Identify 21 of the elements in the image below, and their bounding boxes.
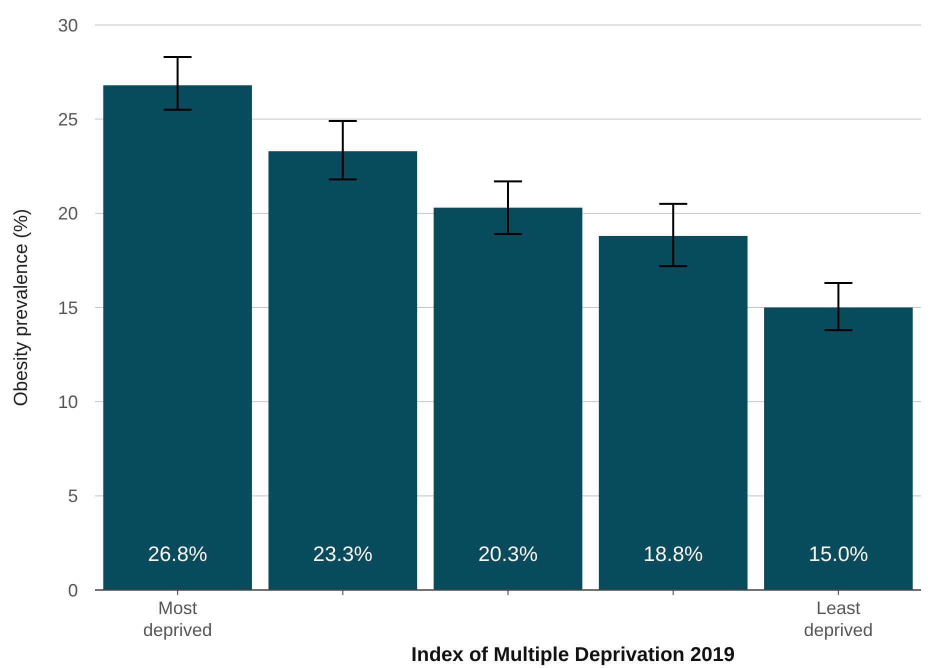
bar	[268, 151, 418, 590]
y-tick-label: 5	[68, 486, 78, 506]
y-axis-title: Obesity prevalence (%)	[11, 208, 32, 406]
bar	[434, 208, 582, 590]
bar	[598, 236, 748, 590]
y-tick-label: 30	[58, 15, 78, 36]
data-label: 15.0%	[808, 543, 868, 566]
bar	[103, 85, 252, 590]
y-tick-label: 20	[58, 204, 78, 224]
data-label: 18.8%	[643, 543, 703, 566]
y-tick-label: 15	[58, 298, 78, 318]
x-tick-label: Most deprived	[143, 598, 212, 640]
bar	[764, 308, 913, 590]
data-label: 26.8%	[148, 543, 208, 566]
x-tick-label: Least deprived	[804, 598, 873, 640]
x-axis-title: Index of Multiple Deprivation 2019	[411, 644, 735, 666]
y-tick-label: 25	[58, 109, 78, 130]
data-label: 20.3%	[478, 543, 538, 566]
y-tick-label: 10	[58, 392, 78, 412]
data-label: 23.3%	[313, 543, 373, 566]
y-tick-label: 0	[68, 580, 78, 600]
